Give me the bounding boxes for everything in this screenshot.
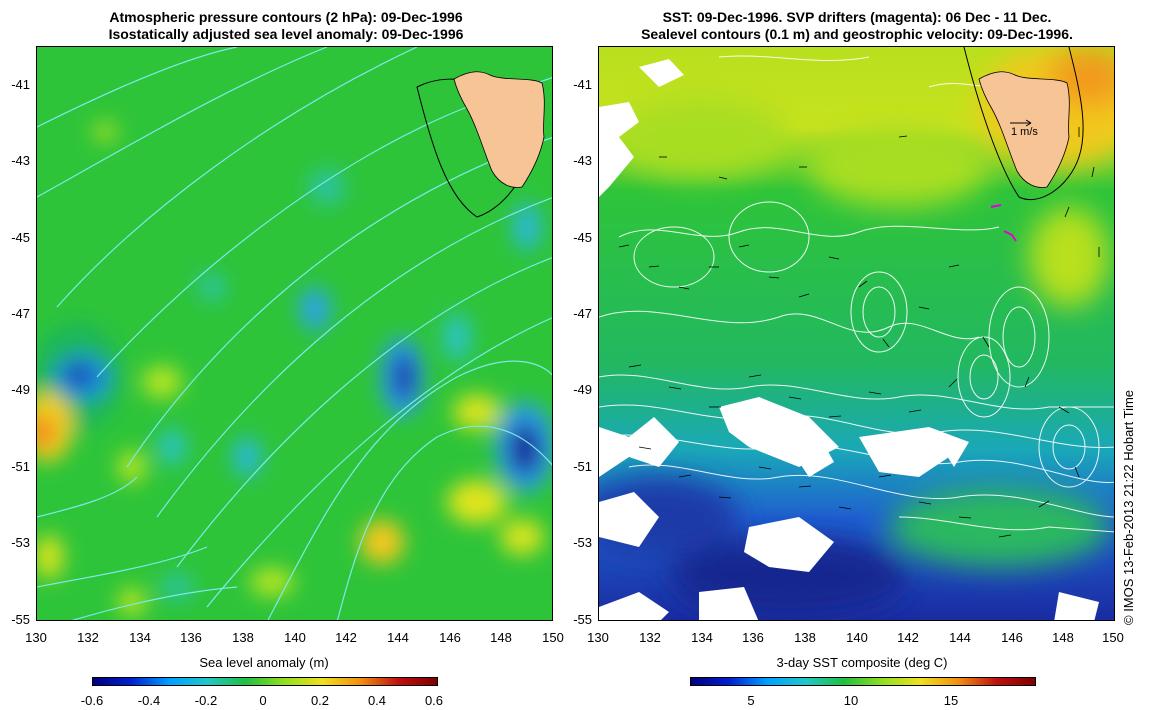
right-lat-tick: -45 [573,230,592,245]
left-lon-tick: 132 [77,630,99,645]
left-title-line1: Atmospheric pressure contours (2 hPa): 0… [109,9,463,25]
velocity-scale-arrow [1010,119,1032,127]
left-title-line2: Isostatically adjusted sea level anomaly… [108,26,464,42]
left-lat-tick: -47 [11,306,30,321]
right-lat-tick: -55 [573,612,592,627]
svp-drifter-tracks [990,204,1017,242]
sla-colorbar-tick: 0.2 [310,693,330,708]
tasmania-land-sst [963,47,1084,201]
sst-map-panel[interactable]: 1 m/s [598,46,1115,621]
sla-colorbar-tick: -0.6 [80,693,104,708]
sla-colorbar-tick: 0.4 [367,693,387,708]
left-lon-tick: 146 [439,630,461,645]
sst-colorbar-label: 3-day SST composite (deg C) [776,655,948,670]
left-lat-tick: -51 [11,459,30,474]
velocity-scale-label: 1 m/s [1011,126,1038,138]
sst-colorbar-tick: 10 [843,693,859,708]
right-lat-tick: -51 [573,459,592,474]
right-lat-tick: -47 [573,306,592,321]
left-lat-tick: -45 [11,230,30,245]
right-lat-tick: -41 [573,77,592,92]
sst-map [599,47,1114,620]
right-title-line2: Sealevel contours (0.1 m) and geostrophi… [641,26,1073,42]
right-title-line1: SST: 09-Dec-1996. SVP drifters (magenta)… [662,9,1052,25]
left-lat-tick: -53 [11,535,30,550]
right-lon-tick: 140 [846,630,868,645]
right-lon-tick: 148 [1052,630,1074,645]
imos-credit: © IMOS 13-Feb-2013 21:22 Hobart Time [1121,389,1136,625]
sst-colorbar-tick: 5 [747,693,755,708]
left-lon-tick: 130 [25,630,47,645]
sea-level-contours [599,55,1114,533]
left-lon-tick: 138 [232,630,254,645]
tasmania-land [416,71,545,218]
sla-anomaly-blobs [37,122,552,616]
right-lon-tick: 138 [794,630,816,645]
sla-colorbar-tick: -0.4 [137,693,161,708]
left-lon-tick: 150 [542,630,564,645]
left-lon-tick: 144 [387,630,409,645]
geostrophic-velocity-vectors [618,127,1100,538]
right-lon-tick: 146 [1001,630,1023,645]
left-lat-tick: -43 [11,153,30,168]
sla-colorbar-tick: 0 [259,693,267,708]
right-lon-tick: 142 [897,630,919,645]
right-lon-tick: 136 [742,630,764,645]
right-lon-tick: 132 [639,630,661,645]
right-lon-tick: 150 [1102,630,1124,645]
left-lat-tick: -49 [11,382,30,397]
right-lat-tick: -43 [573,153,592,168]
sst-colorbar-tick: 15 [943,693,959,708]
left-lon-tick: 134 [129,630,151,645]
right-lat-tick: -49 [573,382,592,397]
left-lat-tick: -41 [11,77,30,92]
left-lon-tick: 148 [490,630,512,645]
sla-map-panel[interactable] [36,46,553,621]
right-lon-tick: 134 [691,630,713,645]
right-lat-tick: -53 [573,535,592,550]
left-lon-tick: 136 [180,630,202,645]
left-lon-tick: 142 [335,630,357,645]
right-lon-tick: 144 [949,630,971,645]
sla-colorbar-tick: 0.6 [424,693,444,708]
sla-map [37,47,552,620]
pressure-contours [37,47,552,620]
sst-colorbar [690,677,1036,686]
left-lat-tick: -55 [11,612,30,627]
sla-colorbar [92,677,438,686]
sla-colorbar-label: Sea level anomaly (m) [199,655,329,670]
left-lon-tick: 140 [284,630,306,645]
right-lon-tick: 130 [587,630,609,645]
sla-colorbar-tick: -0.2 [194,693,218,708]
